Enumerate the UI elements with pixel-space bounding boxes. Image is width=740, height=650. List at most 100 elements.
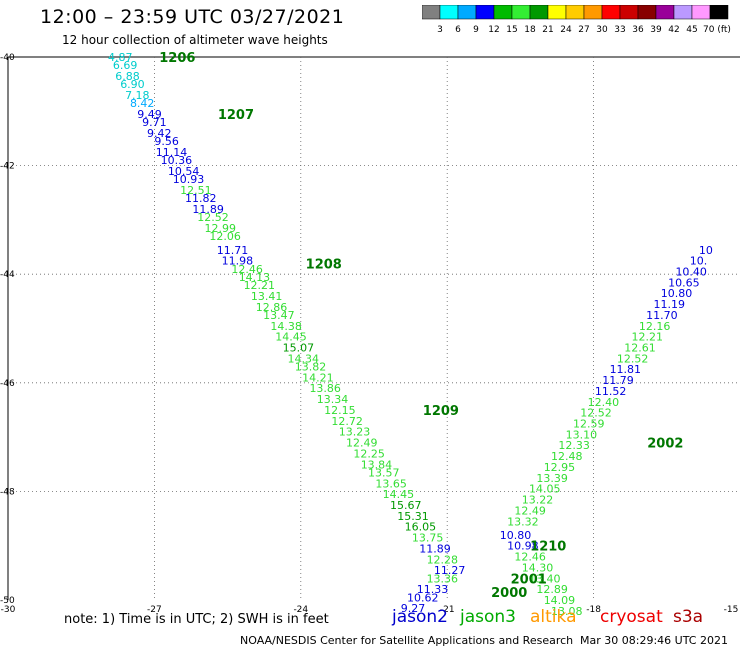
time-label: 1208	[306, 257, 342, 272]
swh-value-label: 12.72	[331, 415, 363, 428]
colorbar-label: 30	[596, 25, 608, 35]
x-tick-label: -30	[1, 605, 16, 615]
swh-value-label: 10.65	[668, 276, 700, 289]
colorbar-label: 70 (ft)	[703, 25, 731, 35]
swh-value-label: 14.13	[239, 271, 271, 284]
swh-value-label: 13.22	[522, 494, 554, 507]
swh-value-label: 14.38	[270, 320, 302, 333]
swh-value-label: 11.27	[434, 564, 466, 577]
swh-value-label: 12.21	[632, 331, 664, 344]
swh-value-label: 13.32	[507, 515, 539, 528]
swh-value-label: 11.81	[610, 363, 642, 376]
swh-value-label: 10.40	[675, 265, 707, 278]
swh-value-label: 11.82	[185, 192, 217, 205]
swh-value-label: 12.49	[346, 437, 378, 450]
swh-value-label: 12.89	[536, 583, 568, 596]
swh-value-label: 12.52	[617, 352, 649, 365]
swh-value-label: 12.59	[573, 418, 605, 431]
swh-value-label: 13.84	[361, 458, 393, 471]
swh-value-label: 11.14	[156, 146, 188, 159]
y-tick-label: -50	[0, 596, 15, 606]
page-title: 12:00 – 23:59 UTC 03/27/2021	[40, 6, 345, 28]
swh-value-label: 12.99	[205, 222, 237, 235]
swh-value-label: 13.47	[263, 309, 295, 322]
swh-value-label: 13.41	[251, 290, 283, 303]
swh-value-label: 10.80	[500, 529, 532, 542]
wave-height-map: -30 -27 -24 -21 -18 -15 -40 -42 -44 -46 -48 -50 4.87…	[0, 51, 740, 615]
footer-organization: NOAA/NESDIS Center for Satellite Applica…	[240, 634, 574, 647]
swh-value-label: 9.49	[137, 108, 162, 121]
y-tick-label: -48	[0, 487, 15, 497]
swh-value-label: 13.86	[309, 382, 341, 395]
footer-note: note: 1) Time is in UTC; 2) SWH is in fe…	[64, 612, 329, 627]
colorbar-label: 9	[473, 25, 479, 35]
swh-value-label: 13.10	[566, 428, 598, 441]
swh-value-label: 7.18	[125, 89, 150, 102]
swh-value-label: 11.19	[653, 298, 685, 311]
swh-value-label: 12.46	[231, 263, 263, 276]
swh-value-label: 10.98	[507, 540, 539, 553]
x-tick-label: -27	[147, 605, 162, 615]
colorbar-label: 45	[686, 25, 697, 35]
colorbar-label: 12	[488, 25, 499, 35]
colorbar-label: 36	[632, 25, 644, 35]
swh-value-label: 12.16	[639, 320, 671, 333]
swh-value-label: 13.23	[339, 426, 371, 439]
legend-jason2: jason2	[392, 607, 448, 627]
swh-value-label: 6.90	[120, 78, 145, 91]
swh-value-label: 11.71	[217, 244, 249, 257]
time-label: 2000	[491, 586, 527, 601]
time-label: 2002	[647, 437, 683, 452]
y-tick-label: -44	[0, 270, 15, 280]
y-tick-label: -42	[0, 162, 15, 172]
swh-value-label: 11.70	[646, 309, 678, 322]
swh-value-label: 13.57	[368, 466, 400, 479]
colorbar-label: 18	[524, 25, 536, 35]
swh-value-label: 12.25	[353, 447, 385, 460]
swh-value-label: 11.52	[595, 385, 627, 398]
swh-value-label: 14.05	[529, 483, 561, 496]
swh-value-label: 6.88	[115, 70, 140, 83]
swh-value-label: 12.40	[588, 396, 620, 409]
swh-value-label: 10.93	[173, 173, 205, 186]
swh-value-label: 11.98	[222, 255, 254, 268]
swh-value-label: 6.69	[113, 59, 138, 72]
colorbar-label: 33	[614, 25, 625, 35]
swh-value-label: 13.36	[427, 572, 459, 585]
time-label: 2001	[511, 572, 547, 587]
time-label: 1206	[159, 51, 195, 66]
time-label: 1210	[530, 540, 566, 555]
swh-value-label: 12.51	[180, 184, 212, 197]
colorbar-label: 39	[650, 25, 662, 35]
swh-value-label: 12.61	[624, 342, 656, 355]
swh-value-label: 9.27	[401, 602, 426, 615]
swh-value-label: 15.31	[397, 510, 429, 523]
swh-value-label: 13.65	[375, 477, 407, 490]
colorbar-label: 6	[455, 25, 461, 35]
page-subtitle: 12 hour collection of altimeter wave hei…	[62, 33, 328, 47]
swh-value-label: 14.45	[275, 331, 307, 344]
swh-value-label: 14.09	[544, 594, 576, 607]
swh-value-label: 14.34	[287, 352, 319, 365]
swh-value-label: 13.40	[529, 572, 561, 585]
x-tick-label: -21	[440, 605, 455, 615]
swh-value-label: 12.86	[256, 301, 288, 314]
swh-value-label: 16.05	[405, 521, 437, 534]
swh-value-label: 10.	[690, 255, 708, 268]
footer-timestamp: Mar 30 08:29:46 UTC 2021	[580, 634, 728, 647]
swh-value-label: 13.75	[412, 532, 444, 545]
swh-value-label: 10	[699, 244, 713, 257]
legend-altika: altika	[530, 607, 577, 627]
swh-value-label: 14.45	[383, 488, 415, 501]
swh-value-label: 4.87	[108, 51, 133, 64]
swh-value-label: 12.52	[580, 407, 612, 420]
swh-value-label: 12.21	[244, 279, 276, 292]
swh-value-label: 12.95	[544, 461, 576, 474]
swh-value-label: 9.56	[154, 135, 179, 148]
colorbar-label: 15	[506, 25, 517, 35]
y-tick-label: -40	[0, 53, 15, 63]
colorbar-label: 27	[578, 25, 589, 35]
x-tick-label: -15	[724, 605, 739, 615]
swh-value-label: 13.08	[551, 605, 583, 615]
swh-value-label: 12.28	[427, 553, 459, 566]
